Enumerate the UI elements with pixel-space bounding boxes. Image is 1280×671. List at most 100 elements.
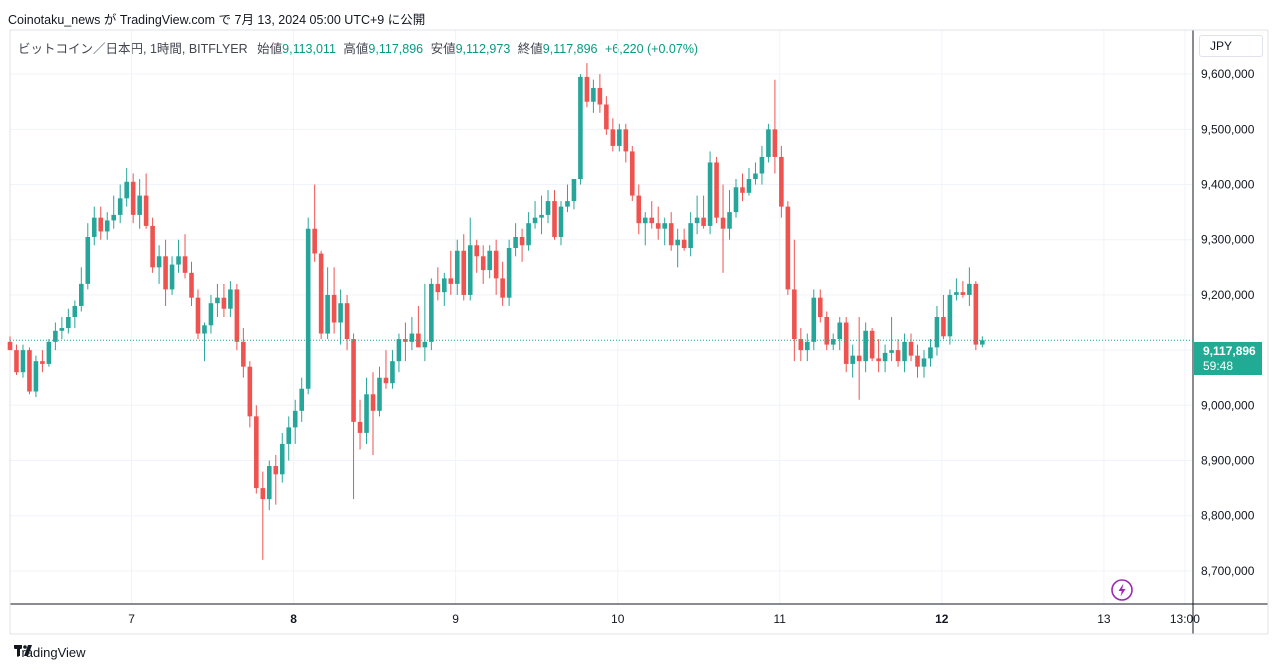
candle-body [14,350,19,373]
symbol-label: ビットコイン／日本円, 1時間, BITFLYER [18,42,248,56]
candle-body [163,256,168,290]
candle-body [558,206,564,237]
x-tick-label: 10 [611,612,625,626]
candle-body [396,339,402,362]
candle-body [111,214,117,221]
candle-body [20,350,26,373]
candle-body [584,76,590,102]
candle-body [960,292,966,295]
candle-body [493,250,499,279]
candle-body [843,322,849,364]
x-tick-label: 13:00 [1170,612,1200,626]
candle-body [442,278,447,293]
candle-body [519,236,525,246]
y-tick-label: 9,400,000 [1201,178,1255,192]
candle-body [79,283,84,306]
candle-body [889,350,894,353]
ohlc-legend: ビットコイン／日本円, 1時間, BITFLYER 始値9,113,011 高値… [18,38,698,57]
candle-body [967,283,972,295]
candle-body [169,264,175,290]
candle-body [182,256,188,273]
open-label: 始値 [257,42,283,56]
y-tick-label: 9,200,000 [1201,288,1255,302]
footer-brand[interactable]: TradingView [14,645,86,660]
candle-body [688,223,693,249]
candle-body [344,303,350,340]
candle-body [435,283,441,293]
candle-body [325,294,330,334]
candle-body [694,217,700,224]
candle-body [357,421,363,433]
lightning-icon[interactable] [1110,578,1134,602]
candle-body [934,317,940,348]
candle-body [571,179,577,202]
candle-body [228,289,233,309]
y-tick-label: 8,900,000 [1201,454,1255,468]
candle-body [941,317,946,337]
candle-body [980,340,985,345]
candle-body [759,156,765,174]
candle-body [260,488,266,500]
y-tick-label: 9,600,000 [1201,67,1255,81]
candle-body [377,377,382,411]
candle-body [830,339,836,345]
y-tick-label: 9,300,000 [1201,233,1255,247]
candle-body [467,245,473,295]
candle-body [629,151,635,196]
candle-body [480,256,486,271]
candle-body [779,156,784,207]
x-tick-label: 7 [128,612,135,626]
candle-body [798,339,804,351]
candle-body [429,283,434,342]
candle-body [928,347,933,359]
candle-body [869,330,875,359]
candle-body [863,330,868,362]
candle-body [876,358,881,362]
candle-body [91,217,97,237]
candle-body [98,217,104,232]
x-tick-label: 8 [290,612,297,626]
candle-body [390,361,395,384]
candle-body [254,416,259,489]
candle-body [221,297,227,309]
low-value: 9,112,973 [455,42,511,56]
candle-body [973,283,979,345]
candle-body [364,394,369,433]
candle-body [552,201,557,237]
candle-body [617,129,622,146]
high-value: 9,117,896 [368,42,424,56]
candle-body [785,206,791,290]
candle-body [642,217,648,224]
candle-body [720,217,726,229]
open-value: 9,113,011 [282,42,336,56]
candle-body [202,325,207,334]
candle-body [947,294,953,337]
candle-body [66,317,71,329]
candle-body [176,256,181,265]
candle-body [714,162,719,218]
x-tick-label: 9 [452,612,459,626]
candle-body [292,410,298,428]
candle-body [33,361,39,392]
candle-body [532,217,538,224]
candle-body [733,187,739,213]
currency-button[interactable]: JPY [1199,35,1263,57]
candle-body [649,217,655,224]
x-tick-label: 12 [935,612,949,626]
bar-countdown: 59:48 [1203,359,1234,373]
candle-body [215,297,220,304]
low-label: 安値 [430,42,456,56]
candle-body [370,394,376,411]
candle-body [908,341,914,356]
candle-body [85,236,91,284]
close-value: 9,117,896 [542,42,598,56]
candle-body [662,223,668,229]
candle-body [318,253,324,334]
candle-body [506,248,512,298]
candle-body [610,129,616,146]
candle-body [150,225,155,268]
candle-body [40,361,45,364]
candle-body [241,341,246,367]
candle-body [915,355,920,367]
